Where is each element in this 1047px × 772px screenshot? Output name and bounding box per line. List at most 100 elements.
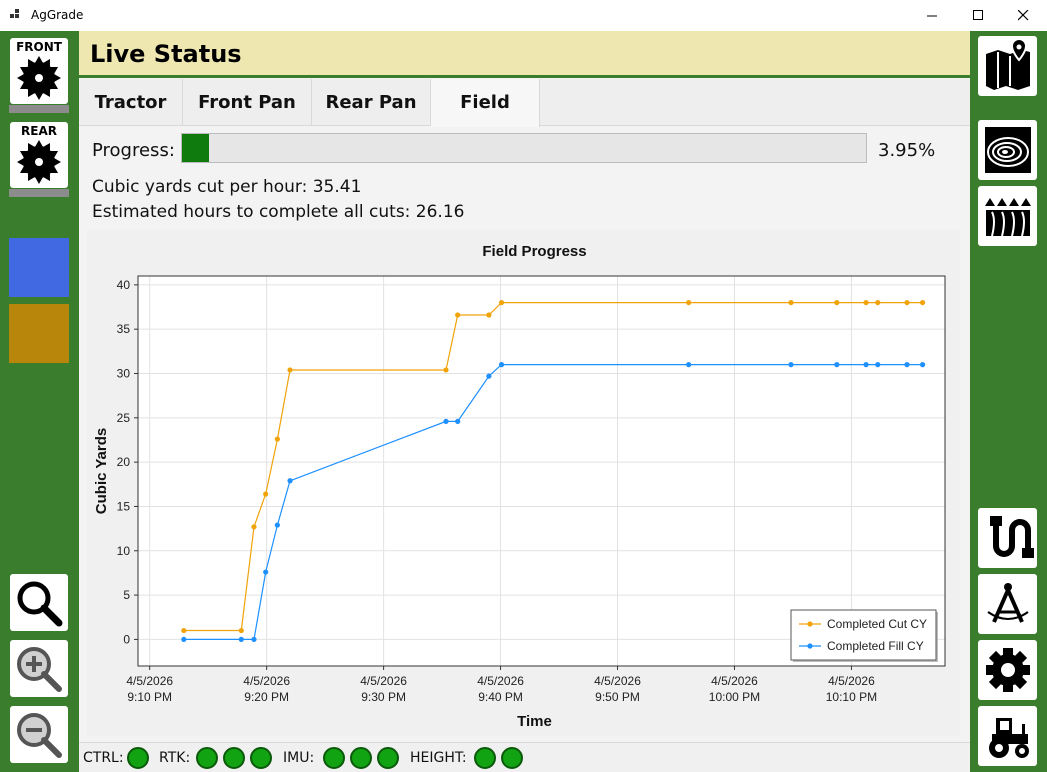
close-button[interactable] [1000,0,1046,31]
field-progress-chart: 0 5 10 15 20 25 30 35 40 4/5/2026 9:10 PM 4/5/2026 9… [87,230,960,736]
y-tick-label: 5 [123,588,130,602]
rtk-status-led [196,747,218,769]
left-toolbar: FRONT [0,31,79,772]
chart-svg: 0 5 10 15 20 25 30 35 40 4/5/2026 9:10 PM 4/5/2026 9… [93,243,946,730]
zoom-out-button[interactable] [10,706,68,763]
rtk-status-led [250,747,272,769]
x-tick-label: 4/5/2026 [126,674,173,688]
zoom-out-icon [17,712,62,758]
compass-icon [986,583,1029,623]
y-tick-label: 0 [123,632,130,646]
data-point [263,569,269,575]
x-tick-label: 4/5/2026 [594,674,641,688]
x-tick-label: 9:50 PM [595,690,640,704]
map-icon [985,40,1030,90]
legend [790,609,937,661]
tab-rear-pan[interactable]: Rear Pan [312,79,431,126]
legend-swatch-marker [807,643,813,649]
topography-button[interactable] [978,120,1037,180]
minimize-button[interactable] [909,0,955,31]
front-pan-label: FRONT [16,40,62,54]
data-point [263,491,269,497]
estimated-hours-text: Estimated hours to complete all cuts: 26… [92,202,465,222]
rear-pan-indicator [9,189,69,197]
data-point [788,362,794,368]
rear-pan-color-swatch[interactable] [9,304,69,363]
data-point [863,299,869,306]
status-bar: CTRL: RTK: IMU: HEIGHT: [79,742,970,772]
rear-pan-button[interactable]: REAR [10,122,68,188]
map-button[interactable] [978,36,1037,96]
app-icon [10,9,19,18]
y-tick-label: 35 [117,322,131,336]
imu-status-led [350,747,372,769]
compass-button[interactable] [978,574,1037,634]
progress-percent: 3.95% [878,140,936,161]
zoom-in-icon [17,646,62,692]
tab-front-pan[interactable]: Front Pan [183,79,312,126]
data-point [788,299,794,306]
field-rows-button[interactable] [978,186,1037,246]
front-pan-color-swatch[interactable] [9,238,69,297]
cable-icon [989,516,1034,558]
plot-area [138,276,945,666]
x-tick-label: 9:20 PM [244,690,289,704]
saw-blade-icon [17,140,61,184]
progress-bar [181,133,867,163]
ctrl-status-led [127,747,149,769]
y-tick-label: 40 [117,278,131,292]
tractor-icon [988,718,1029,758]
data-point [498,299,505,306]
y-tick-label: 10 [117,544,131,558]
saw-blade-icon [17,56,61,100]
data-point [455,418,461,424]
title-bar: AgGrade [0,0,1047,31]
y-tick-label: 15 [117,499,131,513]
main-panel: Live Status Tractor Front Pan Rear Pan F… [79,31,970,772]
data-point [904,362,910,368]
x-axis-label: Time [517,713,552,730]
x-tick-label: 10:00 PM [709,690,760,704]
x-tick-label: 4/5/2026 [360,674,407,688]
progress-fill [182,134,210,162]
data-point [686,362,692,368]
x-tick-label: 4/5/2026 [477,674,524,688]
data-point [251,524,257,530]
data-point [238,627,244,634]
data-point [686,299,692,306]
zoom-in-button[interactable] [10,640,68,697]
data-point [443,418,449,424]
front-pan-indicator [9,105,69,113]
data-point [181,627,187,634]
tab-bar: Tractor Front Pan Rear Pan Field [79,79,970,127]
settings-button[interactable] [978,640,1037,700]
data-point [251,636,257,643]
data-point [875,299,881,306]
close-icon [1017,10,1028,21]
data-point [904,299,910,306]
data-point [486,312,492,318]
data-point [834,299,840,306]
x-tick-label: 9:30 PM [361,690,406,704]
imu-status-led [377,747,399,769]
tractor-button[interactable] [978,706,1037,766]
y-tick-label: 20 [117,455,131,469]
data-point [863,362,869,368]
legend-swatch-marker [807,621,813,627]
tab-tractor[interactable]: Tractor [79,79,183,126]
front-pan-button[interactable]: FRONT [10,38,68,104]
cable-button[interactable] [978,508,1037,568]
imu-status-led [323,747,345,769]
tab-field[interactable]: Field [431,79,540,127]
plot-border [137,275,946,667]
header: Live Status [79,31,970,78]
maximize-button[interactable] [955,0,1001,31]
data-point [443,367,449,373]
data-point [919,299,926,306]
data-point [274,436,280,442]
window-title: AgGrade [31,8,84,22]
rtk-status-led [223,747,245,769]
data-point [834,362,840,368]
x-tick-label: 9:10 PM [127,690,172,704]
search-button[interactable] [10,574,68,631]
